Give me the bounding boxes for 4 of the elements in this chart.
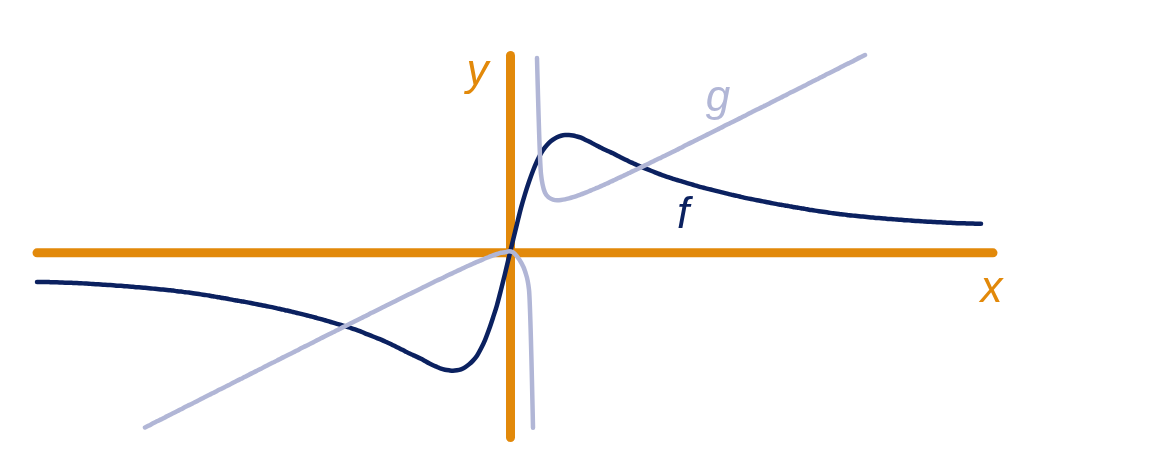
- y-axis-title: y: [463, 44, 492, 94]
- series-label: g: [705, 70, 731, 120]
- x-axis-title: x: [978, 262, 1005, 312]
- series-label: f: [676, 188, 694, 238]
